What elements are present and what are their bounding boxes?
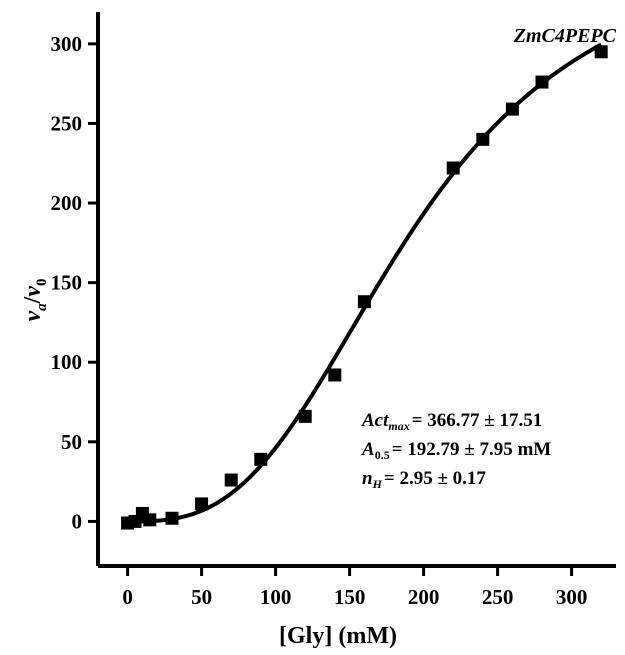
data-points (121, 45, 608, 530)
x-tick-label-300: 300 (556, 585, 588, 609)
x-tick-label-200: 200 (408, 585, 440, 609)
data-point-5 (195, 497, 209, 511)
y-tick-label-300: 300 (51, 32, 83, 56)
y-ticks: 0 50 100 150 200 250 300 (51, 32, 98, 533)
annot-nh: nH = 2.95 ± 0.17 (362, 468, 486, 491)
y-tick-label-150: 150 (51, 271, 83, 295)
annot-a05: A0.5 = 192.79 ± 7.95 mM (361, 439, 551, 462)
data-point-13 (505, 102, 519, 116)
data-point-9 (328, 368, 342, 382)
annot-a05-sub: 0.5 (375, 448, 390, 462)
x-tick-label-50: 50 (191, 585, 212, 609)
data-point-3 (143, 513, 157, 527)
data-point-4 (165, 511, 179, 525)
data-point-14 (535, 75, 549, 89)
data-point-11 (446, 161, 460, 175)
y-tick-label-200: 200 (51, 191, 83, 215)
y-axis-title: va/v0 (20, 279, 50, 322)
data-point-6 (224, 473, 238, 487)
y-axis-slash: / (20, 296, 46, 304)
data-point-15 (594, 45, 608, 59)
annot-nh-sub: H (372, 477, 383, 491)
y-axis-v2: v (20, 286, 46, 297)
x-tick-label-150: 150 (334, 585, 366, 609)
data-point-8 (298, 409, 312, 423)
annot-act-max-value: = 366.77 ± 17.51 (412, 410, 543, 431)
x-axis-title: [Gly] (mM) (279, 623, 397, 649)
data-point-12 (476, 132, 490, 146)
fit-parameters: Actmax = 366.77 ± 17.51 A0.5 = 192.79 ± 7.… (361, 410, 551, 491)
annot-act-max-sub: max (388, 419, 409, 433)
y-axis-sub-0: 0 (34, 279, 50, 287)
y-tick-label-250: 250 (51, 111, 83, 135)
x-tick-label-100: 100 (260, 585, 292, 609)
y-tick-label-100: 100 (51, 350, 83, 374)
x-ticks: 0 50 100 150 200 250 300 (122, 566, 587, 609)
data-point-7 (254, 452, 268, 466)
x-tick-label-250: 250 (482, 585, 514, 609)
y-tick-label-50: 50 (61, 430, 82, 454)
data-point-10 (357, 295, 371, 309)
axis-frame (96, 12, 616, 568)
y-tick-label-0: 0 (72, 509, 83, 533)
chart-title: ZmC4PEPC (513, 25, 617, 47)
annot-act-max-main: Act (361, 410, 389, 431)
annot-a05-main: A (361, 439, 375, 460)
annot-nh-main: n (362, 468, 373, 489)
annot-nh-value: = 2.95 ± 0.17 (384, 468, 487, 489)
annot-act-max: Actmax = 366.77 ± 17.51 (361, 410, 542, 433)
y-axis-v: v (20, 310, 46, 321)
y-axis-sub-a: a (34, 303, 50, 311)
annot-a05-value: = 192.79 ± 7.95 mM (392, 439, 552, 460)
x-tick-label-0: 0 (122, 585, 133, 609)
